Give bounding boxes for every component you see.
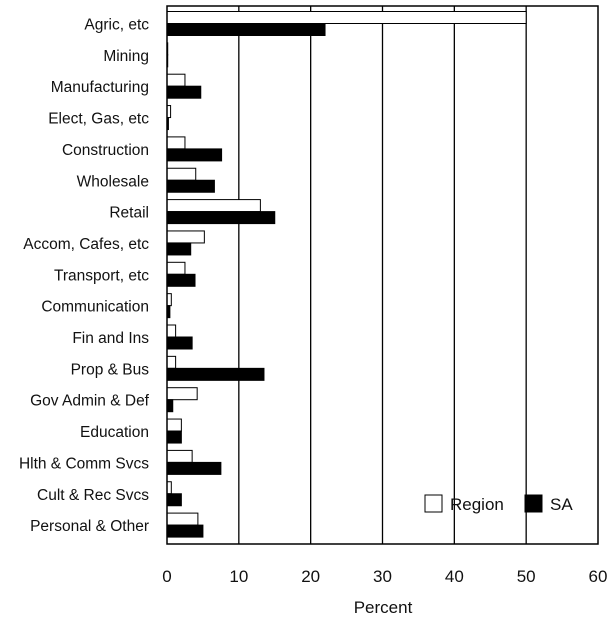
bar-sa-fin-and-ins (166, 336, 193, 350)
grid-lines (238, 6, 527, 544)
bar-sa-agric-etc (166, 23, 326, 36)
x-tick-label-50: 50 (517, 567, 536, 586)
bar-region-manufacturing (166, 73, 186, 87)
category-label-construction: Construction (62, 142, 149, 159)
category-label-prop-and-bus: Prop & Bus (71, 361, 150, 378)
bar-region-education (166, 418, 182, 432)
bar-region-retail (166, 199, 261, 213)
category-label-manufacturing: Manufacturing (51, 79, 149, 96)
category-label-communication: Communication (41, 299, 149, 316)
bar-region-transport-etc (166, 261, 186, 275)
plot-frame (166, 5, 599, 545)
category-label-agric-etc: Agric, etc (84, 17, 149, 34)
bar-region-prop-and-bus (166, 355, 177, 369)
legend: Region SA (424, 494, 573, 514)
bar-sa-retail (166, 211, 276, 225)
x-tick-label-60: 60 (589, 567, 608, 586)
category-label-elect-gas-etc: Elect, Gas, etc (48, 111, 149, 128)
x-tick-label-20: 20 (301, 567, 320, 586)
legend-swatch-sa (524, 494, 543, 513)
x-tick-label-40: 40 (445, 567, 464, 586)
legend-label-sa: SA (550, 495, 573, 514)
legend-swatch-region (424, 494, 443, 513)
plot-border (166, 5, 599, 545)
bar-region-gov-admin-and-def (166, 387, 198, 401)
bar-sa-accom-cafes-etc (166, 242, 192, 256)
category-label-personal-and-other: Personal & Other (30, 518, 149, 535)
category-label-cult-and-rec-svcs: Cult & Rec Svcs (37, 487, 149, 504)
bar-sa-gov-admin-and-def (166, 399, 174, 413)
x-tick-label-0: 0 (162, 567, 171, 586)
x-tick-labels: 0 10 20 30 40 50 60 (162, 567, 607, 586)
bar-sa-education (166, 430, 182, 444)
legend-label-region: Region (450, 495, 504, 514)
bar-sa-construction (166, 148, 223, 162)
bar-sa-wholesale (166, 179, 215, 193)
category-label-education: Education (80, 424, 149, 441)
category-label-fin-and-ins: Fin and Ins (72, 330, 149, 347)
x-tick-label-10: 10 (229, 567, 248, 586)
bar-region-fin-and-ins (166, 324, 177, 338)
bar-sa-hlth-and-comm-svcs (166, 461, 222, 475)
bar-region-wholesale (166, 167, 197, 181)
bar-sa-transport-etc (166, 273, 196, 287)
category-label-wholesale: Wholesale (77, 173, 149, 190)
category-label-hlth-and-comm-svcs: Hlth & Comm Svcs (19, 455, 149, 472)
category-label-accom-cafes-etc: Accom, Cafes, etc (23, 236, 149, 253)
category-label-retail: Retail (109, 205, 149, 222)
bars (166, 11, 527, 538)
bar-sa-personal-and-other (166, 524, 204, 538)
category-label-mining: Mining (103, 48, 149, 65)
bar-sa-cult-and-rec-svcs (166, 493, 182, 507)
category-labels: Agric, etc Mining Manufacturing Elect, Gas,… (19, 17, 150, 536)
x-axis-title: Percent (354, 598, 413, 617)
bar-sa-manufacturing (166, 85, 202, 99)
category-label-gov-admin-and-def: Gov Admin & Def (30, 393, 150, 410)
bar-region-construction (166, 136, 186, 150)
bar-sa-prop-and-bus (166, 367, 265, 381)
x-tick-label-30: 30 (373, 567, 392, 586)
category-label-transport-etc: Transport, etc (54, 267, 149, 284)
bar-region-hlth-and-comm-svcs (166, 449, 193, 463)
bar-region-accom-cafes-etc (166, 230, 205, 244)
bar-region-agric-etc (166, 11, 527, 24)
bar-region-personal-and-other (166, 512, 199, 526)
